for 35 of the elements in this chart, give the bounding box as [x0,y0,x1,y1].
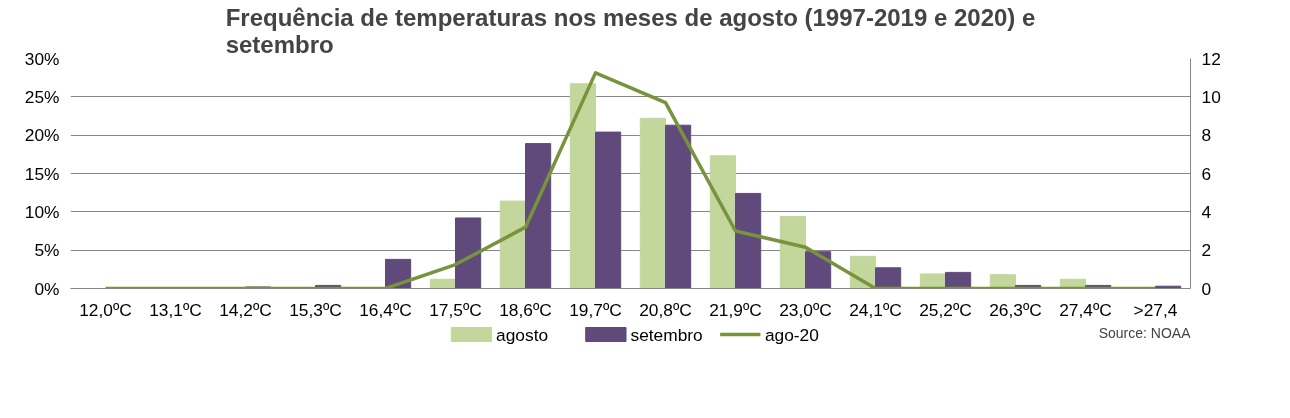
x-tick-label: 21,9ºC [709,299,762,320]
y2-tick-label: 4 [1201,201,1212,222]
x-tick-label: 20,8ºC [639,299,692,320]
x-tick-label: 24,1ºC [849,299,902,320]
y-tick-label: 25% [24,86,60,107]
x-tick-label: 12,0ºC [79,299,132,320]
y2-tick-label: 0 [1201,278,1212,299]
x-tick-label: >27,4 [1133,299,1178,320]
x-tick-label: 23,0ºC [779,299,832,320]
x-tick-label: 27,4ºC [1059,299,1112,320]
x-tick-label: 19,7ºC [569,299,622,320]
y-tick-label: 5% [34,240,60,261]
x-tick-label: 25,2ºC [919,299,972,320]
x-tick-label: 26,3ºC [989,299,1042,320]
x-tick-label: 18,6ºC [499,299,552,320]
y2-tick-label: 6 [1201,163,1212,184]
y-tick-label: 0% [34,278,60,299]
legend-label: agosto [496,324,549,345]
y-tick-label: 30% [24,48,60,69]
chart-title: Frequência de temperaturas nos meses de agosto (1997-2019 e 2020) e setembro [225,3,1036,58]
x-tick-label: 14,2ºC [219,299,272,320]
x-tick-label: 17,5ºC [429,299,482,320]
legend-label: ago-20 [764,324,819,345]
legend-label: setembro [630,324,703,345]
y2-tick-label: 8 [1201,125,1212,146]
y-tick-label: 20% [24,125,60,146]
x-tick-label: 15,3ºC [289,299,342,320]
y-tick-label: 15% [24,163,60,184]
source-note: Source: NOAA [1098,324,1192,341]
y2-tick-label: 2 [1201,240,1212,261]
y2-tick-label: 10 [1201,86,1221,107]
x-tick-label: 16,4ºC [359,299,412,320]
y2-tick-label: 12 [1201,48,1221,69]
y-tick-label: 10% [24,201,60,222]
x-tick-label: 13,1ºC [149,299,202,320]
